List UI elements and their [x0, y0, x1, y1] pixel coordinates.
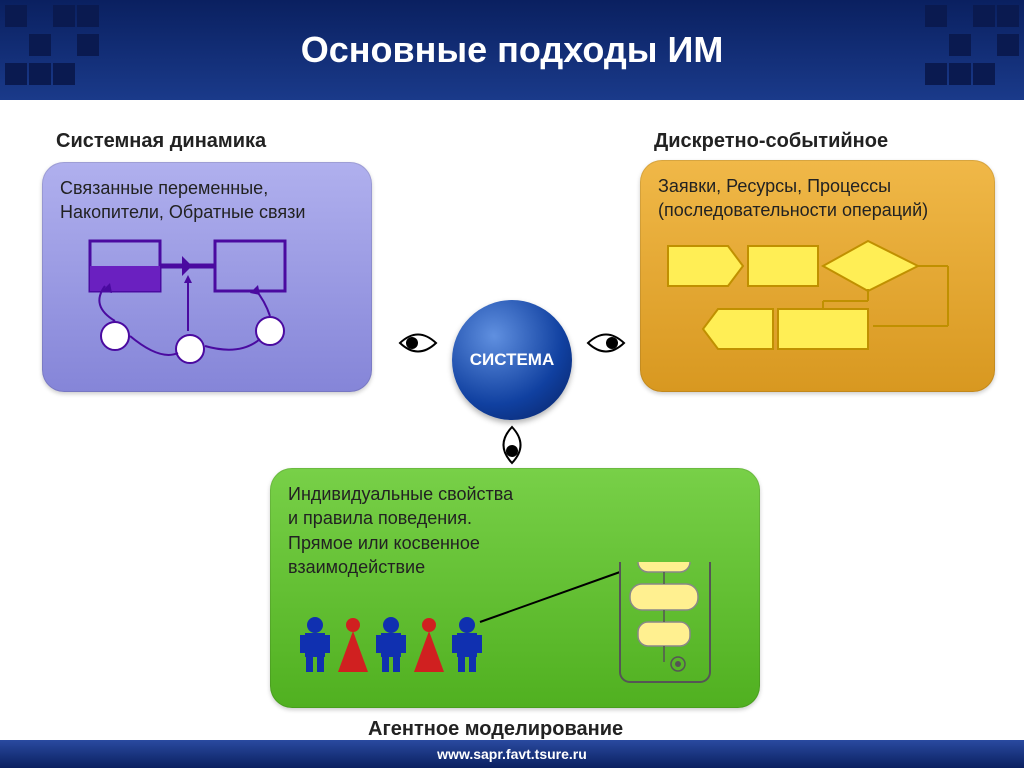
sd-diagram	[60, 231, 360, 381]
panel-title-de: Дискретно-событийное	[654, 130, 888, 153]
panel-title-ab: Агентное моделирование	[368, 718, 623, 741]
center-label: СИСТЕМА	[470, 350, 555, 370]
panel-system-dynamics: Связанные переменные, Накопители, Обратн…	[42, 162, 372, 392]
ab-text-2: и правила поведения.	[288, 506, 742, 530]
ab-diagram	[280, 562, 750, 702]
ab-text-3: Прямое или косвенное	[288, 531, 742, 555]
footer-text: www.sapr.favt.tsure.ru	[437, 746, 587, 762]
panel-discrete-event: Заявки, Ресурсы, Процессы (последователь…	[640, 160, 995, 392]
panel-agent-based: Индивидуальные свойства и правила поведе…	[270, 468, 760, 708]
sd-text-1: Связанные переменные,	[60, 176, 354, 200]
eye-icon-left	[398, 330, 438, 356]
slide-content: Системная динамика Связанные переменные,…	[0, 100, 1024, 740]
header-decor-right	[924, 4, 1020, 91]
slide-header: Основные подходы ИМ	[0, 0, 1024, 100]
ab-text-1: Индивидуальные свойства	[288, 482, 742, 506]
slide-footer: www.sapr.favt.tsure.ru	[0, 740, 1024, 768]
eye-icon-right	[586, 330, 626, 356]
eye-icon-bottom	[499, 425, 525, 465]
panel-title-sd: Системная динамика	[56, 130, 266, 153]
de-text-1: Заявки, Ресурсы, Процессы	[658, 174, 977, 198]
header-decor-left	[4, 4, 100, 91]
sd-text-2: Накопители, Обратные связи	[60, 200, 354, 224]
de-text-2: (последовательности операций)	[658, 198, 977, 222]
center-sphere: СИСТЕМА	[452, 300, 572, 420]
de-diagram	[658, 231, 988, 381]
slide-title: Основные подходы ИМ	[301, 29, 724, 71]
